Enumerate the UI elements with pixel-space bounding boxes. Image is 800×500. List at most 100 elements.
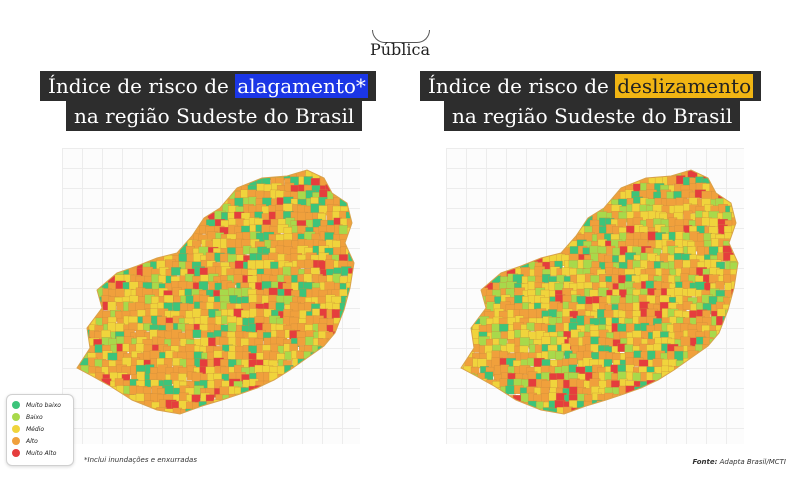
municipality-cell — [583, 205, 595, 216]
municipality-cell — [641, 421, 652, 432]
municipality-cell — [458, 415, 469, 425]
municipality-cell — [284, 378, 295, 388]
municipality-cell — [461, 225, 462, 237]
municipality-cell — [527, 170, 537, 183]
municipality-cell — [177, 198, 188, 208]
municipality-cell — [731, 170, 738, 180]
municipality-cell — [717, 170, 728, 173]
municipality-cell — [493, 406, 503, 414]
municipality-cell — [339, 350, 351, 361]
municipality-cell — [519, 408, 529, 414]
municipality-cell — [324, 170, 335, 181]
municipality-cell — [687, 372, 698, 382]
municipality-cell — [324, 407, 334, 414]
municipality-cell — [77, 338, 83, 348]
municipality-cell — [461, 245, 471, 257]
municipality-cell — [673, 409, 685, 414]
municipality-cell — [535, 238, 547, 249]
municipality-cell — [156, 170, 167, 178]
municipality-cell — [660, 378, 670, 390]
municipality-cell — [355, 211, 360, 221]
municipality-cell — [77, 387, 86, 398]
municipality-cell — [264, 395, 276, 405]
municipality-cell — [80, 190, 89, 200]
municipality-cell — [352, 366, 354, 376]
municipality-cell — [312, 170, 322, 172]
municipality-cell — [319, 423, 329, 432]
legend-item: Muito baixo — [12, 399, 68, 411]
municipality-cell — [470, 387, 481, 399]
municipality-cell — [77, 233, 85, 244]
municipality-cell — [463, 406, 475, 414]
municipality-cell — [305, 381, 316, 393]
municipality-cell — [332, 402, 341, 413]
municipality-cell — [450, 268, 459, 279]
municipality-cell — [86, 295, 97, 306]
municipality-cell — [81, 395, 92, 407]
municipality-cell — [730, 366, 738, 375]
municipality-cell — [171, 224, 183, 235]
municipality-cell — [79, 260, 90, 270]
municipality-cell — [185, 189, 196, 199]
municipality-cell — [67, 331, 76, 341]
municipality-cell — [345, 338, 354, 349]
municipality-cell — [494, 247, 506, 258]
municipality-cell — [77, 226, 78, 237]
municipality-cell — [716, 329, 727, 340]
municipality-cell — [696, 365, 707, 376]
municipality-cell — [466, 268, 477, 279]
municipality-cell — [348, 421, 358, 430]
municipality-cell — [184, 219, 194, 230]
municipality-cell — [192, 199, 202, 210]
municipality-cell — [317, 379, 328, 389]
municipality-cell — [464, 217, 474, 228]
municipality-cell — [461, 280, 468, 290]
source-label: Fonte: — [692, 458, 718, 466]
municipality-cell — [556, 415, 565, 425]
municipality-cell — [473, 283, 482, 295]
municipality-cell — [277, 413, 289, 414]
municipality-cell — [240, 407, 252, 414]
municipality-cell — [137, 170, 149, 175]
municipality-cell — [625, 393, 637, 405]
municipality-cell — [471, 204, 483, 215]
municipality-cell — [347, 408, 354, 414]
municipality-cell — [355, 388, 360, 399]
municipality-cell — [739, 255, 744, 265]
municipality-cell — [353, 252, 354, 263]
municipality-cell — [653, 413, 664, 414]
municipality-cell — [536, 421, 545, 431]
municipality-cell — [702, 360, 713, 371]
municipality-cell — [473, 217, 484, 228]
municipality-cell — [123, 246, 135, 257]
municipality-cell — [492, 231, 502, 242]
municipality-cell — [115, 177, 126, 188]
municipality-cell — [241, 170, 253, 179]
municipality-cell — [66, 240, 76, 250]
municipality-cell — [702, 352, 711, 362]
municipality-cell — [194, 407, 205, 414]
municipality-cell — [338, 357, 350, 369]
municipality-cell — [589, 170, 600, 174]
right-title-highlight: deslizamento — [615, 74, 754, 98]
municipality-cell — [515, 225, 525, 234]
municipality-cell — [107, 192, 119, 202]
municipality-cell — [724, 324, 735, 334]
municipality-cell — [522, 240, 532, 251]
municipality-cell — [77, 252, 78, 263]
municipality-cell — [207, 171, 219, 182]
municipality-cell — [220, 182, 231, 194]
municipality-cell — [165, 416, 176, 424]
municipality-cell — [327, 358, 337, 368]
municipality-cell — [451, 260, 459, 268]
municipality-cell — [77, 170, 78, 173]
municipality-cell — [498, 170, 509, 178]
municipality-cell — [568, 212, 579, 222]
municipality-cell — [128, 170, 140, 171]
municipality-cell — [577, 413, 586, 414]
municipality-cell — [87, 415, 97, 425]
municipality-cell — [547, 240, 559, 252]
municipality-cell — [555, 232, 564, 244]
municipality-cell — [88, 246, 99, 256]
municipality-cell — [528, 423, 539, 432]
